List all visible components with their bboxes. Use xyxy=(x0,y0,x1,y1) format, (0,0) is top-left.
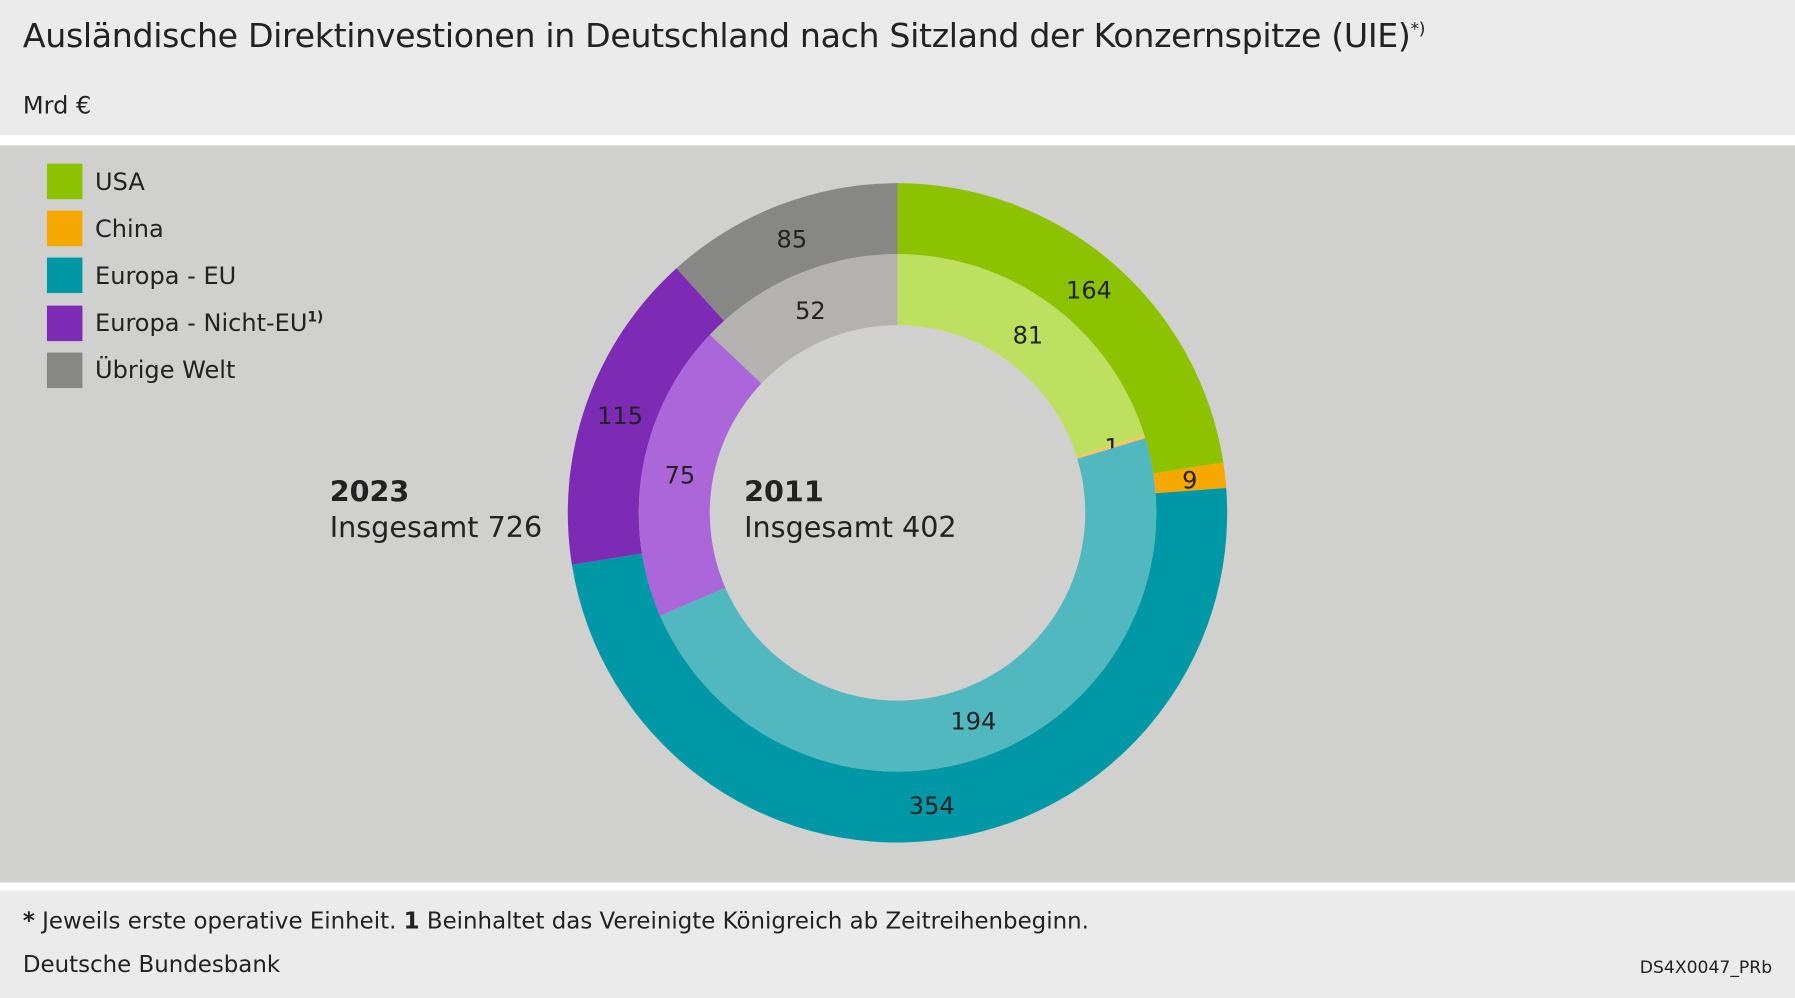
divider xyxy=(0,135,1795,146)
data-label: 164 xyxy=(1066,277,1112,305)
slice-2023-China xyxy=(1153,462,1227,494)
slice-2023-USA xyxy=(897,183,1224,474)
chart-title: Ausländische Direktinvestionen in Deutsc… xyxy=(22,16,1426,55)
label-2023: 2023 Insgesamt 726 xyxy=(329,475,543,544)
legend-item: China xyxy=(46,210,164,247)
legend-label: Übrige Welt xyxy=(95,356,236,384)
source: Deutsche Bundesbank xyxy=(22,950,281,978)
legend-swatch xyxy=(46,210,83,247)
legend-swatch xyxy=(46,305,83,341)
legend-item: USA xyxy=(46,163,145,200)
chart-code: DS4X0047_PRb xyxy=(1639,957,1773,978)
slice-2011-Europa - Nicht-EU xyxy=(638,334,762,616)
legend-swatch xyxy=(46,163,83,200)
footer: * Jeweils erste operative Einheit. 1 Bei… xyxy=(0,890,1795,998)
data-label: 81 xyxy=(1013,322,1044,350)
data-label: 194 xyxy=(950,708,996,736)
slice-2011-Europa - EU xyxy=(660,438,1157,772)
data-label: 85 xyxy=(777,225,808,253)
legend-swatch xyxy=(46,258,83,294)
data-label: 75 xyxy=(665,461,696,489)
legend-label: Europa - Nicht-EU1) xyxy=(95,309,324,337)
unit-label: Mrd € xyxy=(22,91,92,120)
slice-2011-China xyxy=(1076,434,1146,459)
slice-2023-Europa - EU xyxy=(571,487,1228,843)
divider xyxy=(0,882,1795,891)
data-label: 354 xyxy=(909,792,955,820)
legend-label: Europa - EU xyxy=(95,262,237,290)
footnote: * Jeweils erste operative Einheit. 1 Bei… xyxy=(22,906,1089,935)
slice-2011-Übrige Welt xyxy=(709,254,898,384)
legend-item: Europa - Nicht-EU1) xyxy=(46,305,324,341)
data-label: 52 xyxy=(795,297,826,325)
legend-item: Europa - EU xyxy=(46,258,237,294)
legend-label: USA xyxy=(95,167,145,196)
data-label: 115 xyxy=(597,402,643,430)
slice-2023-Europa - Nicht-EU xyxy=(567,268,725,565)
slice-2011-USA xyxy=(897,254,1145,456)
legend-label: China xyxy=(95,214,164,243)
data-label: 9 xyxy=(1182,466,1197,494)
header: Ausländische Direktinvestionen in Deutsc… xyxy=(0,0,1795,136)
slice-2023-Übrige Welt xyxy=(676,183,898,321)
legend-swatch xyxy=(46,352,83,388)
legend-item: Übrige Welt xyxy=(46,352,236,388)
label-2011: 2011 Insgesamt 402 xyxy=(744,475,957,544)
